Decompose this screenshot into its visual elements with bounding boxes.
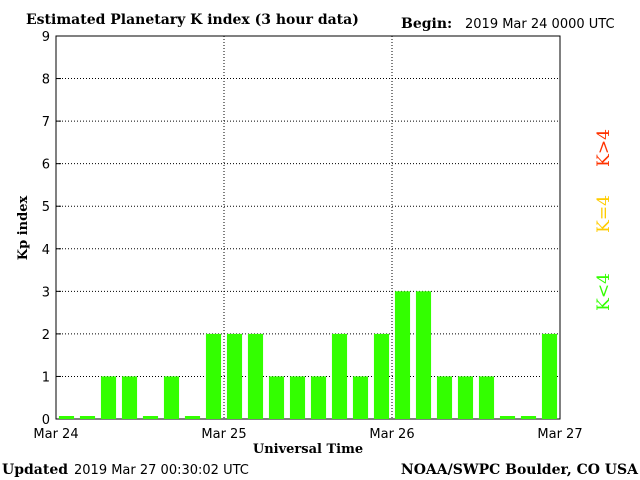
kp-bar (268, 376, 285, 419)
kp-bar (79, 416, 96, 419)
begin-value: 2019 Mar 24 0000 UTC (465, 17, 615, 32)
kp-bar (415, 291, 432, 419)
kp-bar (457, 376, 474, 419)
kp-bar (310, 376, 327, 419)
source-credit: NOAA/SWPC Boulder, CO USA (401, 462, 639, 478)
kp-bar (142, 416, 159, 419)
y-axis-label: Kp index (16, 196, 31, 261)
begin-label: Begin: (401, 16, 452, 32)
y-tick-label: 3 (42, 285, 50, 300)
legend-item: K=4 (594, 195, 614, 233)
x-tick-labels: Mar 24 Mar 25 Mar 26 Mar 27 (33, 427, 582, 442)
x-tick-label: Mar 27 (537, 427, 582, 442)
kp-bar (541, 333, 558, 419)
kp-bar (205, 333, 222, 419)
updated-value: 2019 Mar 27 00:30:02 UTC (74, 463, 249, 478)
x-tick-label: Mar 26 (369, 427, 414, 442)
legend-item: K<4 (594, 273, 614, 311)
y-tick-label: 1 (42, 370, 50, 385)
grid-layer (56, 35, 560, 420)
kp-bar (499, 416, 516, 419)
y-tick-label: 8 (42, 73, 50, 88)
kp-bar (100, 376, 117, 419)
x-tick-label: Mar 25 (201, 427, 246, 442)
kp-bar (58, 416, 75, 419)
kp-bar (121, 376, 138, 419)
kp-bar (520, 416, 537, 419)
y-tick-label: 0 (42, 413, 50, 428)
y-tick-label: 5 (42, 200, 50, 215)
y-tick-label: 9 (42, 30, 50, 45)
legend: K>4 K=4 K<4 (594, 129, 614, 311)
kp-bar (163, 376, 180, 419)
kp-bar (352, 376, 369, 419)
y-tick-label: 2 (42, 328, 50, 343)
kp-bar (247, 333, 264, 419)
kp-bar (289, 376, 306, 419)
legend-item: K>4 (594, 129, 614, 167)
updated-label: Updated (2, 462, 68, 478)
y-tick-label: 6 (42, 158, 50, 173)
chart-title: Estimated Planetary K index (3 hour data… (26, 12, 359, 28)
kp-bar (331, 333, 348, 419)
bars-layer (58, 291, 558, 419)
y-tick-labels: 0 1 2 3 4 5 6 7 8 9 (42, 30, 50, 428)
kp-bar (226, 333, 243, 419)
x-tick-label: Mar 24 (33, 427, 78, 442)
y-tick-label: 4 (42, 243, 50, 258)
kp-bar (394, 291, 411, 419)
kp-bar (478, 376, 495, 419)
kp-bar (373, 333, 390, 419)
plot-frame (55, 35, 561, 420)
x-axis-label: Universal Time (253, 442, 363, 457)
y-tick-label: 7 (42, 115, 50, 130)
kp-bar (436, 376, 453, 419)
kp-bar (184, 416, 201, 419)
